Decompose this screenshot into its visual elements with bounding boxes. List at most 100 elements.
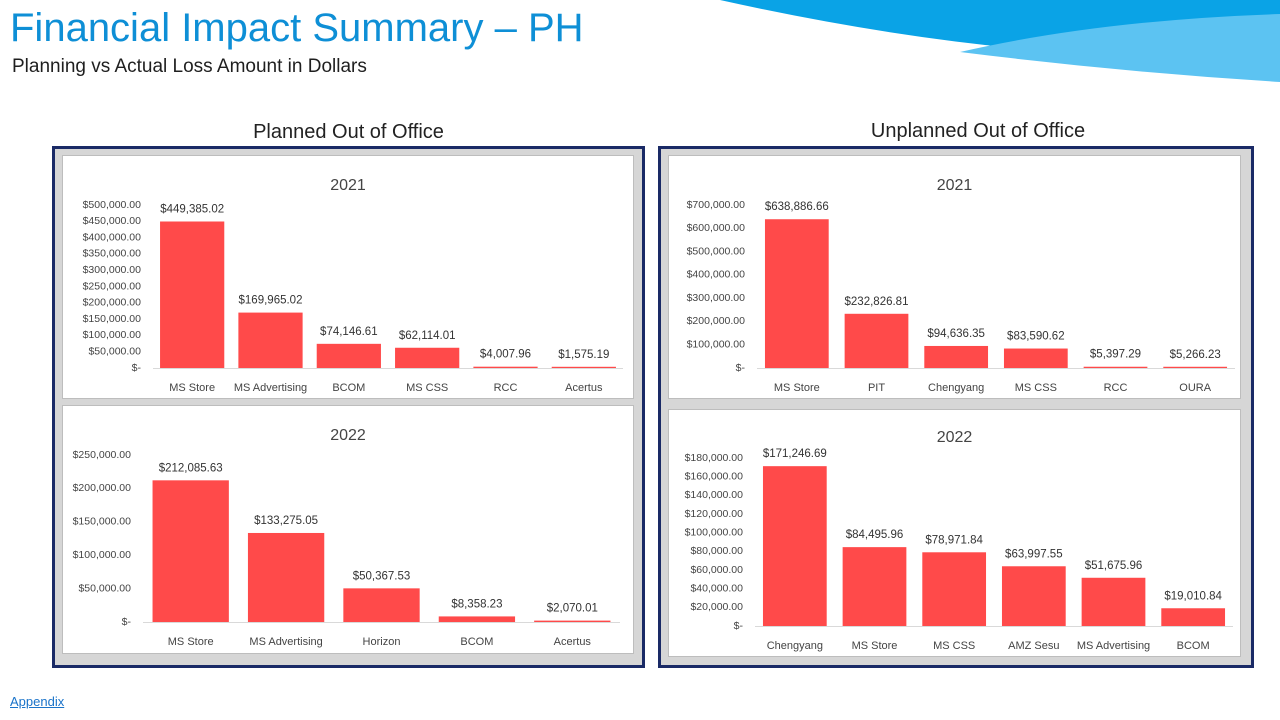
category-label: BCOM — [332, 382, 365, 394]
page-title: Financial Impact Summary – PH — [10, 6, 584, 50]
chart-svg-planned-2021: 2021 $- $50,000.00 $100,000.00 $150,000.00 $2… — [83, 177, 623, 394]
bar — [343, 588, 420, 622]
y-tick-label: $400,000.00 — [83, 231, 142, 243]
category-label: MS CSS — [933, 640, 975, 652]
data-label: $74,146.61 — [320, 326, 378, 338]
y-tick-label: $250,000.00 — [73, 449, 132, 461]
data-label: $638,886.66 — [765, 201, 829, 213]
data-label: $83,590.62 — [1007, 331, 1065, 343]
y-tick-label: $450,000.00 — [83, 215, 142, 227]
chart-svg-unplanned-2022: 2022 $- $20,000.00 $40,000.00 $60,000.00 $80,… — [685, 429, 1233, 652]
chart-title: 2021 — [937, 177, 973, 194]
bar — [764, 219, 829, 368]
appendix-link[interactable]: Appendix — [10, 694, 65, 709]
y-tick-label: $200,000.00 — [83, 297, 142, 309]
bar — [1163, 366, 1228, 368]
data-label: $50,367.53 — [353, 570, 411, 582]
chart-planned-2021: 2021 $- $50,000.00 $100,000.00 $150,000.00 $2… — [62, 155, 634, 399]
category-label: MS Store — [852, 640, 898, 652]
bar — [1083, 366, 1148, 368]
y-tick-label: $80,000.00 — [690, 545, 743, 557]
y-tick-label: $200,000.00 — [73, 482, 132, 494]
bar — [762, 466, 827, 626]
y-tick-label: $40,000.00 — [690, 582, 743, 594]
bar — [247, 532, 325, 622]
bar — [844, 313, 909, 368]
category-label: MS Advertising — [249, 636, 322, 648]
data-label: $212,085.63 — [159, 462, 223, 474]
data-label: $51,675.96 — [1085, 560, 1143, 572]
bar — [922, 552, 987, 626]
chart-svg-unplanned-2021: 2021 $- $100,000.00 $200,000.00 $300,000.00 $… — [687, 177, 1235, 394]
y-tick-label: $- — [132, 362, 142, 374]
data-label: $4,007.96 — [480, 349, 531, 361]
y-tick-label: $700,000.00 — [687, 199, 746, 211]
bar — [395, 347, 460, 368]
category-label: Acertus — [565, 382, 603, 394]
bar — [551, 366, 616, 368]
planned-section-title: Planned Out of Office — [253, 121, 444, 143]
y-tick-label: $500,000.00 — [687, 245, 746, 257]
category-label: Chengyang — [767, 640, 823, 652]
bar — [438, 616, 516, 622]
data-label: $62,114.01 — [399, 330, 456, 342]
bar — [238, 312, 303, 368]
y-tick-label: $250,000.00 — [83, 280, 142, 292]
y-tick-label: $600,000.00 — [687, 222, 746, 234]
unplanned-section-title: Unplanned Out of Office — [870, 120, 1086, 142]
data-label: $63,997.55 — [1005, 548, 1063, 560]
y-tick-label: $100,000.00 — [83, 329, 142, 341]
header-swoosh-decoration — [720, 0, 1280, 82]
chart-unplanned-2022: 2022 $- $20,000.00 $40,000.00 $60,000.00 $80,… — [668, 409, 1241, 657]
y-tick-label: $300,000.00 — [687, 292, 746, 304]
y-tick-label: $200,000.00 — [687, 315, 746, 327]
chart-planned-2022: 2022 $- $50,000.00 $100,000.00 $150,000.00 $2… — [62, 405, 634, 654]
y-tick-label: $50,000.00 — [78, 582, 131, 594]
data-label: $5,266.23 — [1170, 349, 1221, 361]
data-label: $232,826.81 — [845, 296, 909, 308]
category-label: AMZ Sesu — [1008, 640, 1059, 652]
category-label: BCOM — [1177, 640, 1210, 652]
y-tick-label: $120,000.00 — [685, 508, 744, 520]
bar — [1161, 608, 1226, 626]
y-tick-label: $20,000.00 — [690, 601, 743, 613]
bar — [160, 221, 225, 368]
y-tick-label: $50,000.00 — [88, 345, 141, 357]
chart-svg-planned-2022: 2022 $- $50,000.00 $100,000.00 $150,000.00 $2… — [73, 427, 620, 648]
bar — [152, 480, 229, 622]
y-tick-label: $100,000.00 — [687, 338, 746, 350]
bar — [473, 366, 538, 368]
data-label: $133,275.05 — [254, 515, 318, 527]
y-tick-label: $- — [734, 620, 744, 632]
category-label: MS CSS — [406, 382, 448, 394]
data-label: $2,070.01 — [547, 603, 598, 615]
bar — [924, 345, 989, 368]
category-label: RCC — [1104, 382, 1128, 394]
chart-title: 2022 — [937, 429, 973, 446]
data-label: $78,971.84 — [925, 534, 983, 546]
category-label: MS Advertising — [1077, 640, 1150, 652]
chart-unplanned-2021: 2021 $- $100,000.00 $200,000.00 $300,000.00 $… — [668, 155, 1241, 399]
y-tick-label: $150,000.00 — [73, 516, 132, 528]
y-tick-label: $- — [736, 362, 746, 374]
y-tick-label: $500,000.00 — [83, 199, 142, 211]
category-label: Acertus — [554, 636, 592, 648]
y-tick-label: $150,000.00 — [83, 313, 142, 325]
y-tick-label: $180,000.00 — [685, 452, 744, 464]
y-tick-label: $100,000.00 — [73, 549, 132, 561]
category-label: Chengyang — [928, 382, 984, 394]
y-tick-label: $400,000.00 — [687, 269, 746, 281]
category-label: OURA — [1179, 382, 1211, 394]
category-label: MS Store — [168, 636, 214, 648]
y-tick-label: $- — [122, 616, 132, 628]
category-label: MS Store — [169, 382, 215, 394]
category-label: PIT — [868, 382, 885, 394]
category-label: Horizon — [363, 636, 401, 648]
data-label: $8,358.23 — [451, 598, 502, 610]
bar — [1003, 348, 1068, 368]
data-label: $5,397.29 — [1090, 349, 1141, 361]
y-tick-label: $160,000.00 — [685, 470, 744, 482]
y-tick-label: $350,000.00 — [83, 248, 142, 260]
data-label: $171,246.69 — [763, 448, 827, 460]
y-tick-label: $300,000.00 — [83, 264, 142, 276]
